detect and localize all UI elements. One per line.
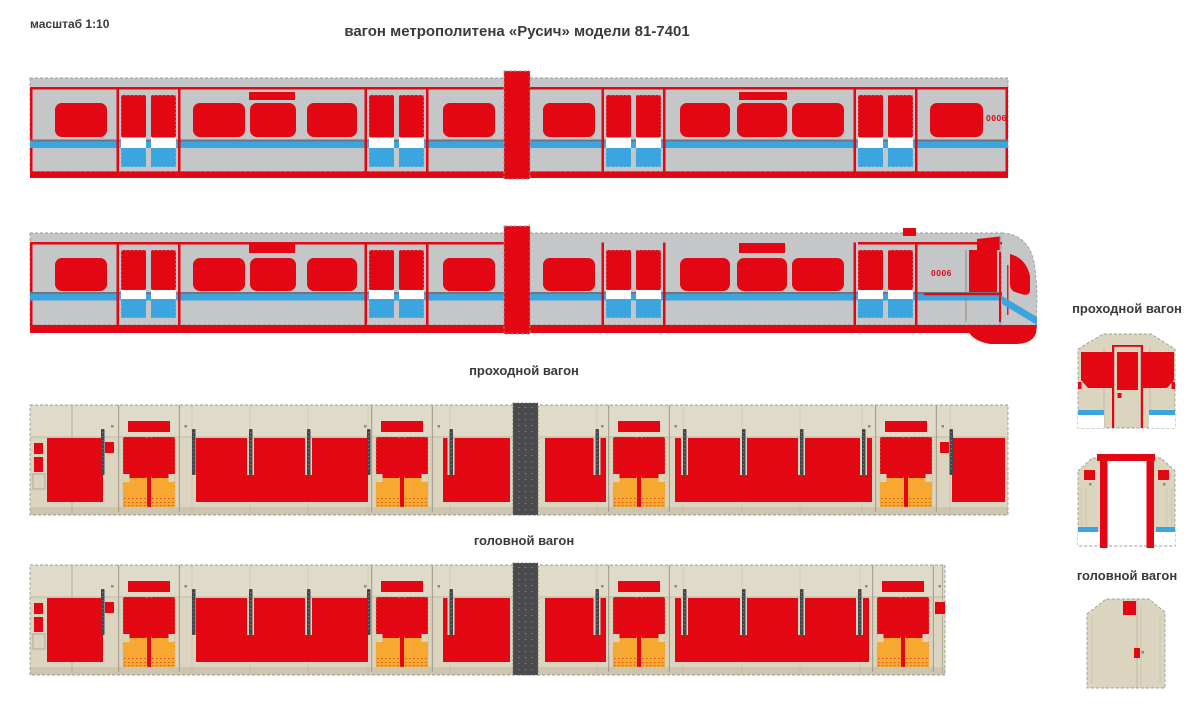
front-skirt	[968, 325, 1037, 344]
sidebar-intermediate-label: проходной вагон	[1072, 301, 1182, 316]
cab-bulkhead-sign	[935, 602, 945, 614]
cab-nose	[903, 228, 1038, 344]
end-view-head-car	[1086, 598, 1166, 689]
gangway-bellows	[512, 402, 539, 516]
interior-view-intermediate-car	[29, 402, 1009, 516]
gangway-opening	[1107, 461, 1147, 544]
cab-door-window	[969, 250, 997, 292]
cab-side-window	[1010, 254, 1030, 295]
end-view-gangway-opening	[1077, 454, 1176, 548]
nose-blue-stripe	[1002, 296, 1037, 325]
articulation-joint	[504, 71, 530, 179]
front-door-window	[1117, 352, 1138, 390]
route-sign	[739, 92, 787, 100]
side-view-head-car: 0006	[29, 225, 1038, 344]
windows	[55, 103, 983, 137]
scale-label: масштаб 1:10	[30, 17, 110, 31]
route-sign	[739, 243, 785, 253]
sidebar-head-label: головной вагон	[1077, 568, 1177, 583]
interior-head-label: головной вагон	[474, 533, 574, 548]
sidebar-views: проходной вагон	[1072, 301, 1182, 689]
route-sign	[249, 243, 295, 253]
handrail	[924, 293, 1002, 296]
car-number: 0006	[931, 268, 952, 278]
cab-roof-sign	[1123, 601, 1136, 615]
front-view-intermediate-car	[1077, 333, 1176, 429]
gangway-frame-right	[1146, 461, 1154, 548]
roof-equipment	[903, 228, 916, 236]
gangway-bellows	[512, 562, 539, 676]
articulation-joint	[504, 226, 530, 334]
front-window-right	[1143, 352, 1174, 388]
cab-door-handle	[1134, 648, 1140, 658]
windows	[55, 258, 844, 291]
side-view-intermediate-car: 0006	[29, 70, 1009, 180]
car-number: 0006	[986, 113, 1007, 123]
interior-view-head-car	[29, 562, 946, 676]
gangway-frame-left	[1100, 461, 1108, 548]
front-window-left	[1081, 352, 1112, 388]
front-door-handle	[1117, 393, 1122, 398]
route-sign	[249, 92, 295, 100]
gangway-header-bar	[1097, 454, 1155, 461]
interior-intermediate-label: проходной вагон	[469, 363, 579, 378]
page-title: вагон метрополитена «Русич» модели 81-74…	[344, 23, 689, 40]
